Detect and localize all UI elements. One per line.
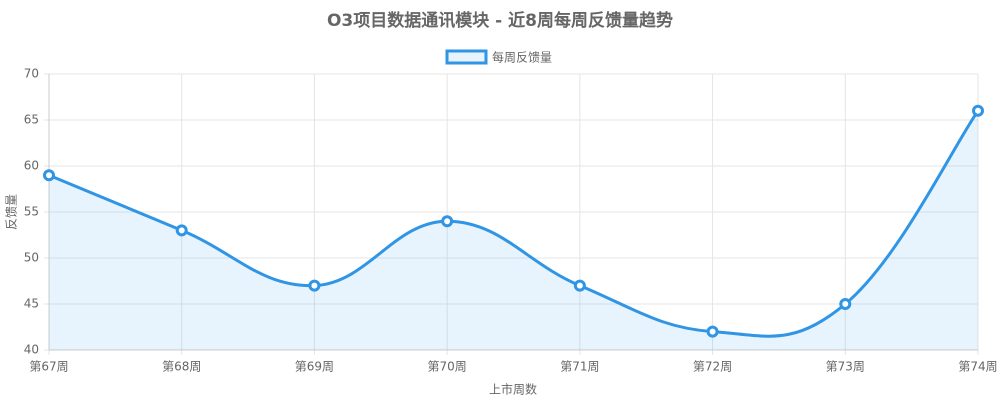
point [972, 104, 984, 117]
y-tick-label: 60 [24, 159, 39, 173]
point [43, 169, 55, 182]
x-tick-label: 第68周 [162, 360, 201, 374]
area-fill [49, 110, 978, 350]
x-tick-label: 第74周 [958, 360, 997, 374]
x-tick-label: 第70周 [428, 360, 467, 374]
x-tick-label: 第69周 [295, 360, 334, 374]
point [706, 325, 719, 338]
y-tick-label: 70 [24, 67, 39, 81]
y-axis-label: 反馈量 [5, 194, 19, 230]
point [175, 224, 188, 237]
y-tick-label: 40 [24, 343, 39, 357]
legend-label: 每周反馈量 [492, 50, 552, 65]
y-tick-label: 45 [24, 297, 39, 311]
x-tick-label: 第67周 [29, 360, 68, 374]
y-tick-label: 50 [24, 251, 39, 265]
point [573, 279, 586, 292]
x-tick-label: 第71周 [560, 360, 599, 374]
x-tick-label: 第72周 [693, 360, 732, 374]
chart-title: O3项目数据通讯模块 - 近8周每周反馈量趋势 [327, 10, 673, 31]
y-tick-label: 65 [24, 113, 39, 127]
x-axis-label: 上市周数 [489, 382, 537, 397]
point [839, 298, 852, 310]
x-tick-label: 第73周 [826, 360, 865, 374]
point [308, 279, 321, 292]
y-tick-label: 55 [24, 205, 39, 219]
legend-swatch [445, 49, 488, 65]
point [441, 215, 454, 228]
